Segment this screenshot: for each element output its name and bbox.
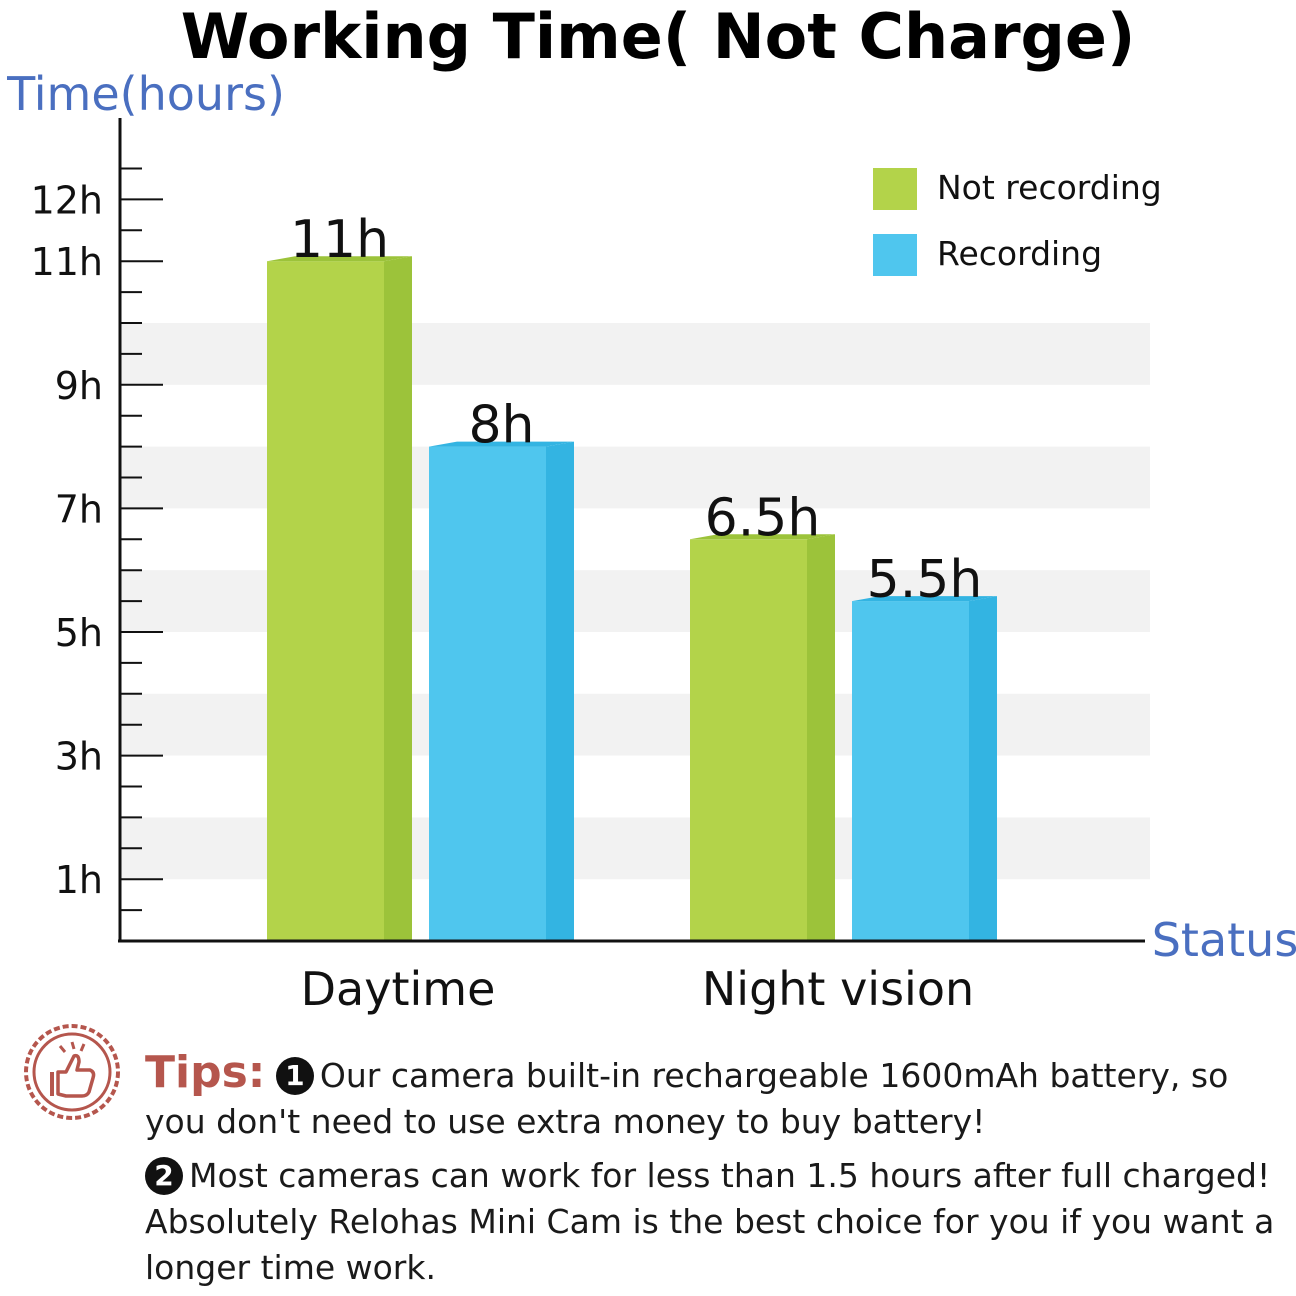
legend-swatch [873, 234, 917, 276]
y-tick-label: 1h [55, 858, 103, 902]
x-categories: Daytime Night vision [301, 962, 975, 1016]
bar [267, 261, 384, 941]
bar-top [690, 534, 835, 540]
bar-value-label: 6.5h [705, 488, 821, 548]
y-tick-label: 5h [55, 611, 103, 655]
x-category-label: Night vision [702, 962, 974, 1016]
legend-swatch [873, 168, 917, 210]
bar-top [429, 441, 574, 447]
y-tick-label: 12h [31, 178, 103, 222]
tip-1-text: Our camera built-in rechargeable 1600mAh… [145, 1056, 1229, 1141]
chart-title: Working Time( Not Charge) [181, 0, 1136, 73]
bar-value-label: 5.5h [867, 550, 983, 610]
bar-side [969, 596, 997, 941]
y-axis-ticks: 12h 11h 9h 7h 5h 3h 1h [31, 167, 163, 912]
legend-label: Recording [937, 234, 1102, 273]
tip-1: Tips: 1 Our camera built-in rechargeable … [145, 1050, 1285, 1145]
bar-top [267, 256, 412, 262]
y-tick-label: 9h [55, 364, 103, 408]
tips-section: Tips: 1 Our camera built-in rechargeable … [145, 1050, 1285, 1291]
y-tick-label: 3h [55, 735, 103, 779]
tip-2-badge: 2 [145, 1157, 183, 1195]
y-axis-label: Time(hours) [6, 67, 285, 121]
thumbs-up-stamp-icon [24, 1024, 120, 1120]
legend-label: Not recording [937, 168, 1162, 207]
bar-side [807, 534, 835, 941]
bar-side [546, 441, 574, 941]
bar [429, 446, 546, 941]
bar-value-label: 11h [290, 210, 389, 270]
bar [690, 539, 807, 941]
tip-2-text: Most cameras can work for less than 1.5 … [145, 1156, 1275, 1287]
y-tick-label: 7h [55, 487, 103, 531]
y-tick-label: 11h [31, 240, 103, 284]
bar-chart: Working Time( Not Charge) Time(hours) St… [6, 0, 1296, 1016]
legend: Not recording Recording [873, 168, 1162, 276]
bars: 11h 8h 6.5h 5.5h [267, 210, 997, 941]
x-category-label: Daytime [301, 962, 496, 1016]
tips-label: Tips: [145, 1047, 266, 1098]
tip-2: 2 Most cameras can work for less than 1.5… [145, 1153, 1285, 1291]
bar [852, 601, 969, 941]
tip-1-badge: 1 [275, 1057, 314, 1095]
bar-top [852, 596, 997, 602]
bar-side [384, 256, 412, 941]
bar-value-label: 8h [468, 396, 534, 456]
x-axis-label: Status [1152, 913, 1296, 967]
